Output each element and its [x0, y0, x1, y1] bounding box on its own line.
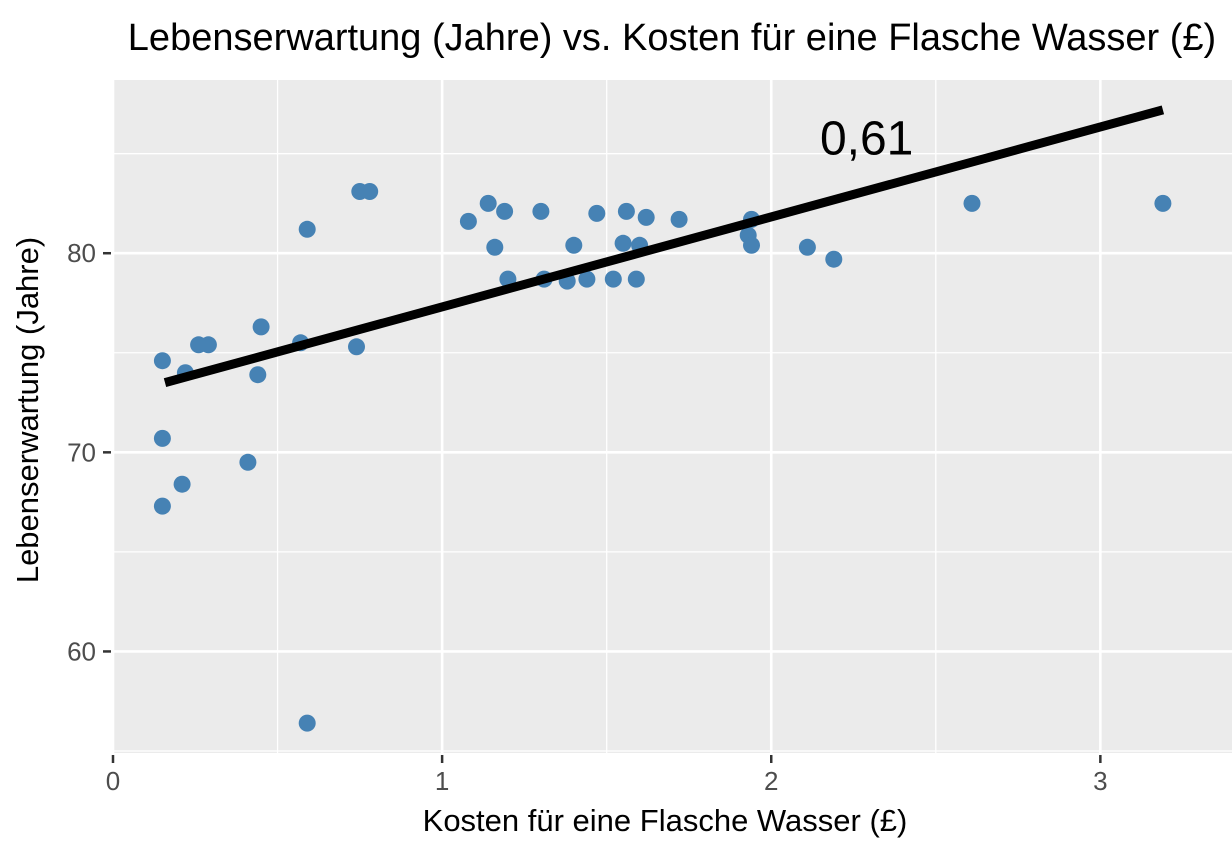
- data-point: [588, 204, 606, 222]
- data-point: [1154, 194, 1172, 212]
- y-axis-tick-labels: 60 70 80: [67, 238, 96, 666]
- scatter-points: [153, 183, 1172, 732]
- trend-line: [163, 105, 1165, 387]
- y-tick-label: 80: [67, 238, 96, 268]
- data-point: [153, 352, 171, 370]
- chart-title: Lebenserwartung (Jahre) vs. Kosten für e…: [128, 17, 1216, 59]
- x-axis-tick-labels: 0 1 2 3: [106, 766, 1108, 796]
- data-point: [459, 212, 477, 230]
- data-point: [496, 202, 514, 220]
- y-tick-label: 60: [67, 636, 96, 666]
- data-point: [239, 453, 257, 471]
- data-point: [173, 475, 191, 493]
- data-point: [479, 194, 497, 212]
- x-axis-tick-marks: [111, 755, 1102, 763]
- data-point: [578, 270, 596, 288]
- data-point: [614, 234, 632, 252]
- data-point: [486, 238, 504, 256]
- data-point: [153, 429, 171, 447]
- data-point: [252, 318, 270, 336]
- x-tick-label: 3: [1093, 766, 1107, 796]
- data-point: [637, 208, 655, 226]
- x-tick-label: 2: [764, 766, 778, 796]
- data-point: [249, 366, 267, 384]
- data-point: [670, 210, 688, 228]
- major-gridlines: [111, 80, 1232, 753]
- x-tick-label: 0: [106, 766, 120, 796]
- plot-panel: [113, 80, 1232, 753]
- data-point: [298, 714, 316, 732]
- data-point: [627, 270, 645, 288]
- data-point: [565, 236, 583, 254]
- data-point: [617, 202, 635, 220]
- data-point: [361, 183, 379, 200]
- data-point: [298, 220, 316, 238]
- x-axis-label: Kosten für eine Flasche Wasser (£): [423, 803, 908, 838]
- data-point: [963, 194, 981, 212]
- data-point: [532, 202, 550, 220]
- minor-gridlines: [113, 80, 1232, 753]
- data-point: [153, 497, 171, 515]
- y-axis-label: Lebenserwartung (Jahre): [10, 237, 45, 583]
- y-tick-label: 70: [67, 437, 96, 467]
- data-point: [743, 236, 760, 254]
- data-point: [798, 238, 816, 256]
- data-point: [604, 270, 622, 288]
- data-point: [348, 338, 365, 356]
- data-point: [825, 250, 843, 268]
- y-axis-tick-marks: [103, 251, 111, 653]
- x-tick-label: 1: [435, 766, 449, 796]
- correlation-annotation: 0,61: [820, 113, 913, 166]
- data-point: [199, 336, 217, 354]
